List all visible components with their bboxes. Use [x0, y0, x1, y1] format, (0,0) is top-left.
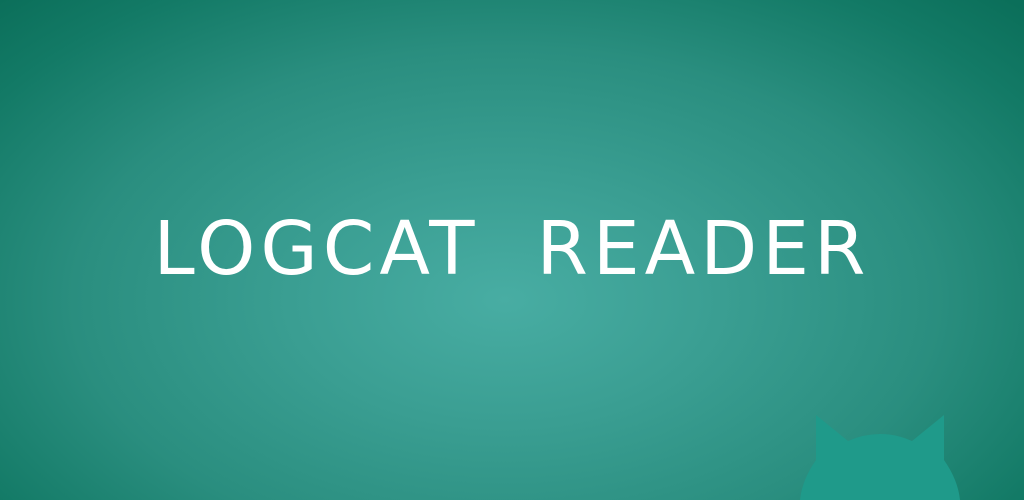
app-title: LOGCAT READER	[153, 205, 871, 292]
cat-head-icon	[800, 415, 960, 500]
